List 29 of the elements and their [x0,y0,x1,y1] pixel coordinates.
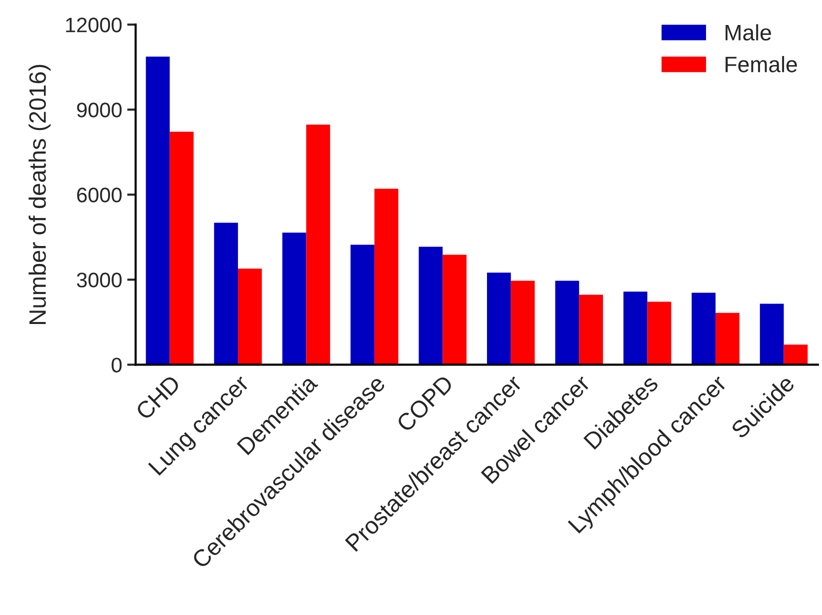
bar [282,232,306,365]
y-axis-title: Number of deaths (2016) [28,64,51,324]
bar [146,56,170,365]
y-tick-label: 12000 [66,18,122,32]
x-tick-label: CHD [134,374,182,421]
bar [418,246,443,365]
y-tick-label: 9000 [77,102,122,118]
bar [510,280,535,365]
bar [623,292,648,365]
legend-label: Male [726,24,771,41]
bar [442,254,467,365]
bar [555,280,580,365]
bar [716,312,740,365]
bar [486,272,511,365]
bar [238,268,262,365]
y-tick-label: 0 [112,358,122,372]
bar [579,294,603,365]
bar [784,344,808,365]
bar [647,302,672,365]
bar [350,244,374,365]
bar [170,132,194,365]
bar [306,124,330,365]
bar [692,292,716,365]
y-tick-label: 3000 [76,272,122,288]
bar [374,188,398,365]
bar [214,222,238,365]
y-tick-label: 6000 [77,188,122,202]
legend-label: Female [726,56,797,72]
bar [760,304,784,365]
